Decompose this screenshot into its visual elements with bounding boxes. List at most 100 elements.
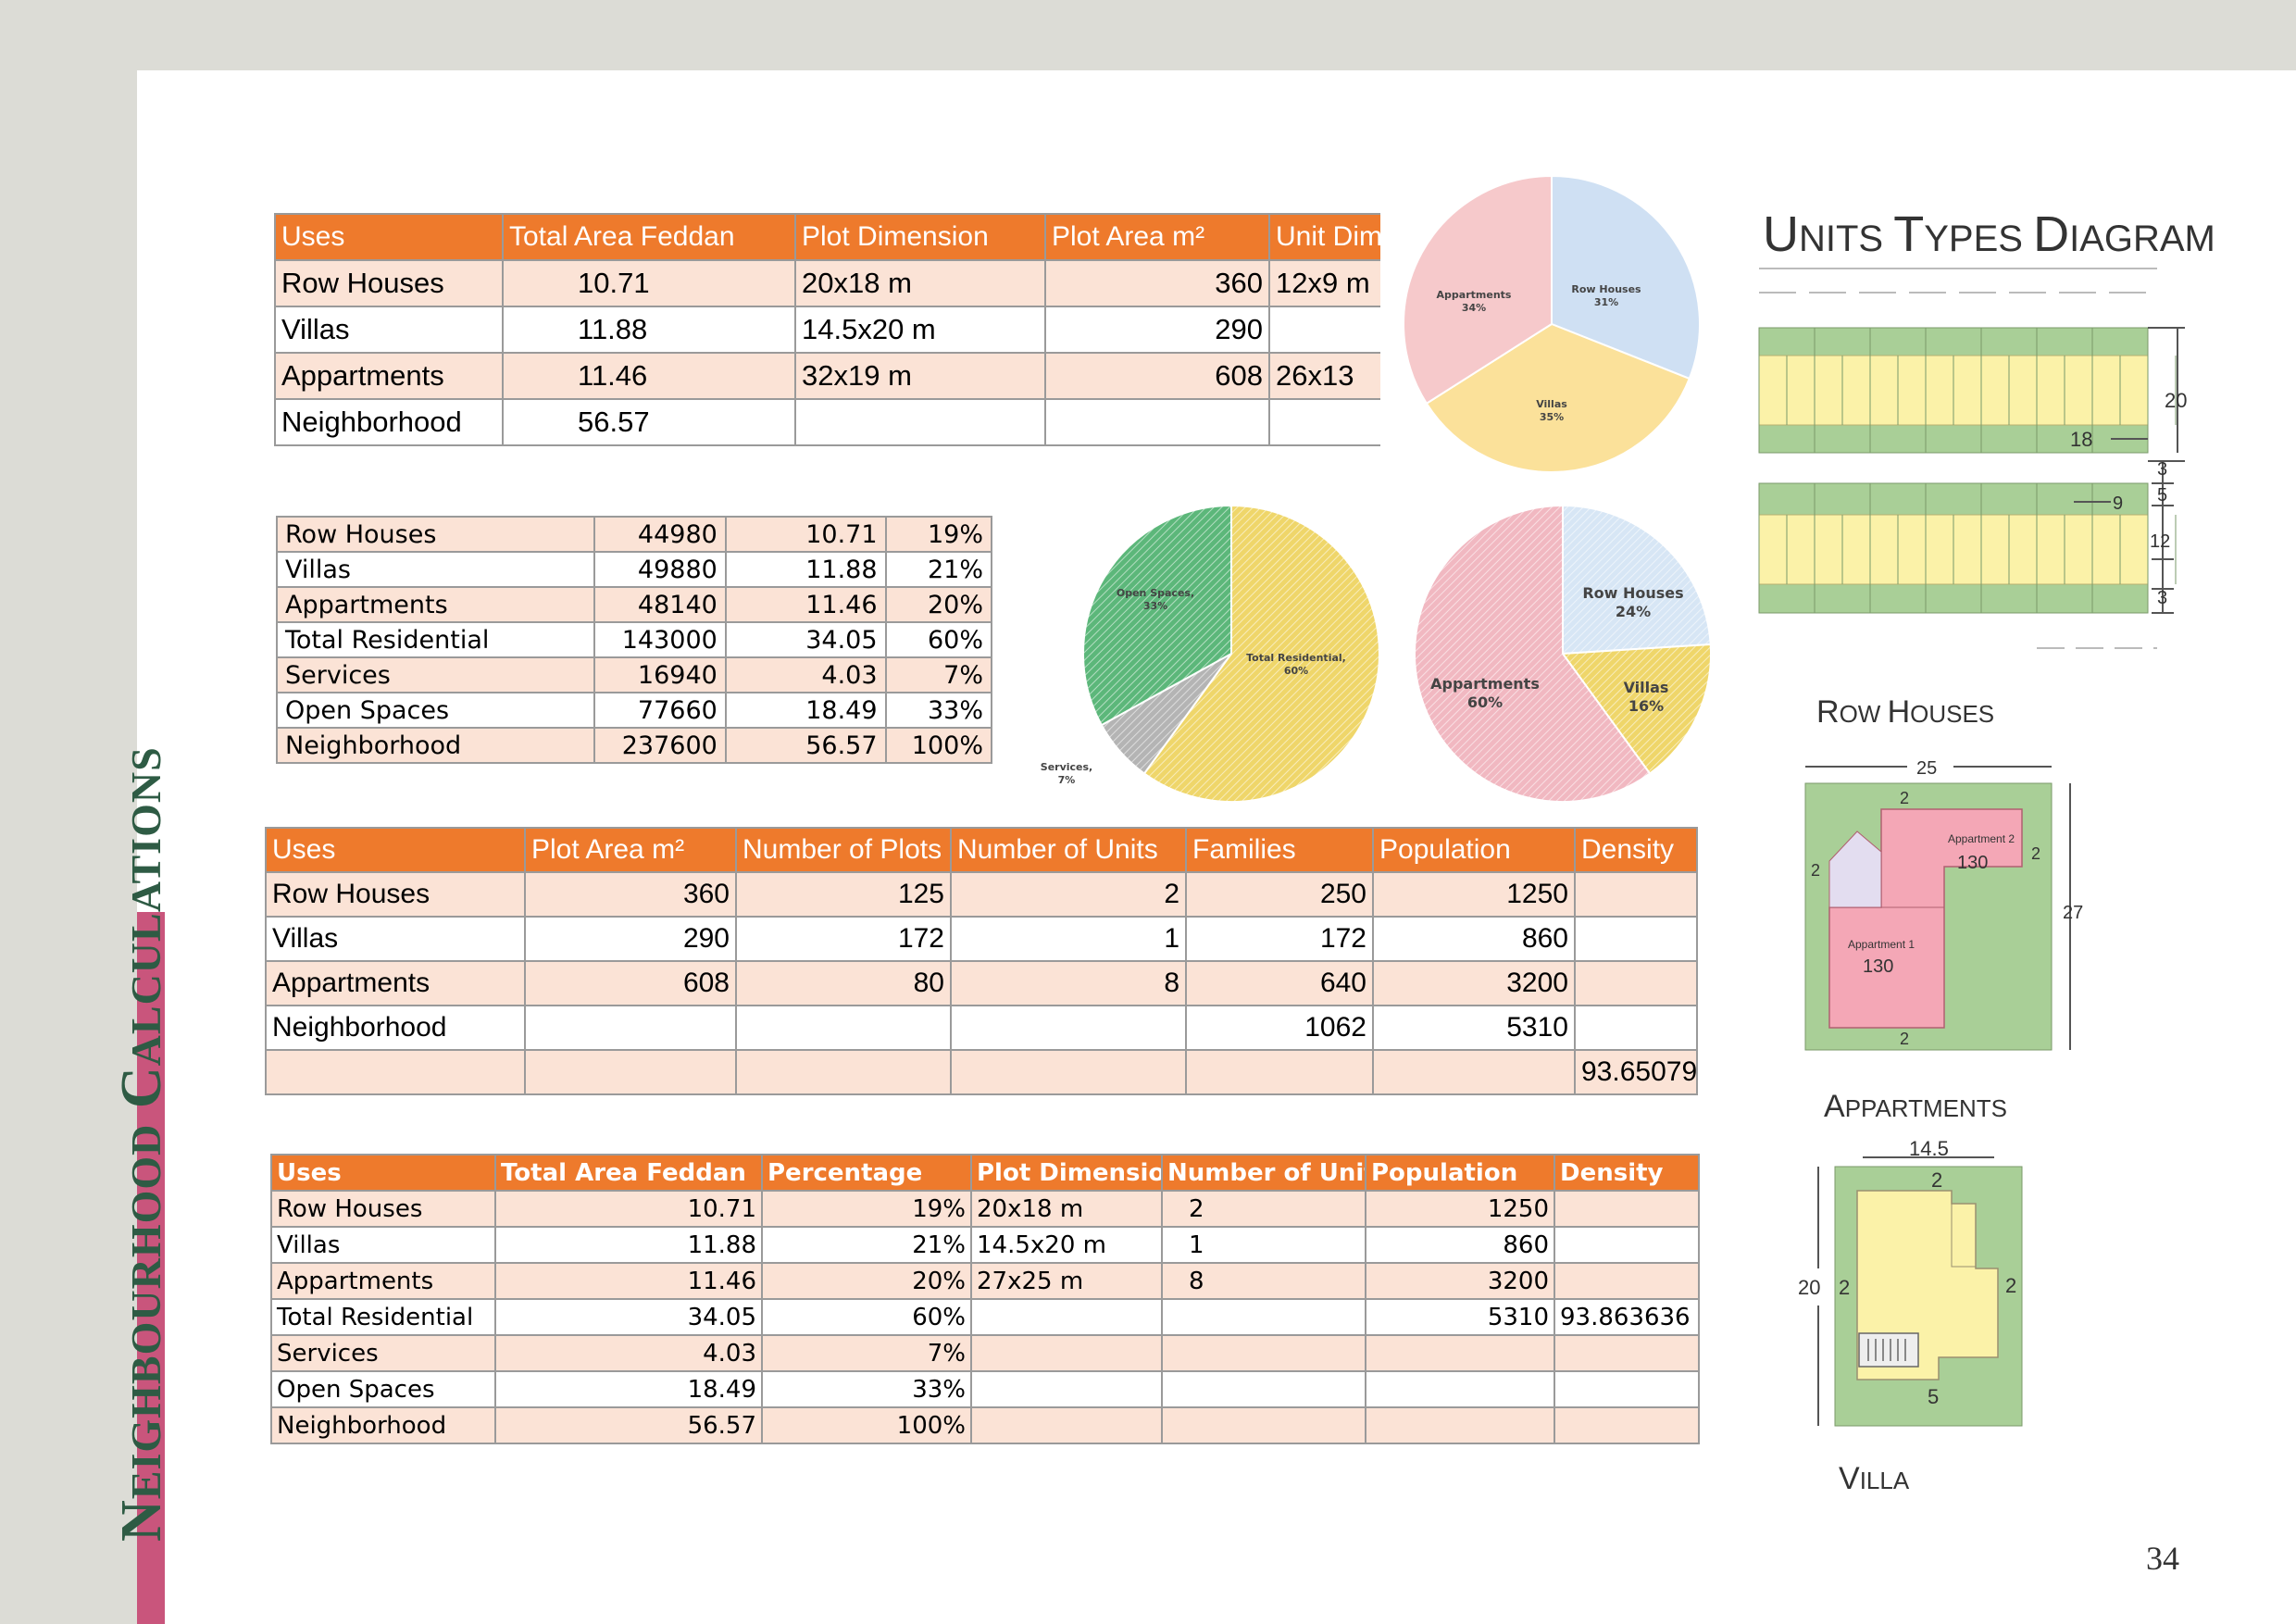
appartments-plan: 25 2 2 2 27 2 Appartment 2 130 Appartmen… (1804, 758, 2083, 1051)
table-row: Open Spaces 77660 18.49 33% (275, 692, 993, 729)
table-cell: 4.03 (494, 1334, 763, 1372)
table-row: Neighborhood 237600 56.57 100% (275, 727, 993, 764)
header-cell: Plot Dimension (970, 1154, 1163, 1192)
table-cell: Total Residential (270, 1298, 496, 1336)
table-cell: 10.71 (724, 516, 887, 553)
table-cell (1161, 1298, 1366, 1336)
table-cell: 18.49 (494, 1370, 763, 1408)
pie-chart-1: Row Houses 31% Villas 35% Appartments 34% (1403, 174, 1701, 473)
table-cell (794, 398, 1046, 446)
table-row: Open Spaces 18.49 33% (270, 1370, 1700, 1408)
table-cell: Neighborhood (265, 1005, 526, 1051)
table-header-row: Uses Total Area Feddan Plot Dimension Pl… (274, 213, 1380, 261)
row-houses-bottom-grid (1758, 483, 2177, 613)
table-cell: 19% (884, 516, 993, 553)
table-cell (1574, 916, 1698, 962)
header-cell: Number of Plots (735, 827, 952, 873)
summary-table: Uses Total Area Feddan Percentage Plot D… (270, 1154, 1700, 1444)
table-cell (1554, 1370, 1700, 1408)
table-row: Row Houses 10.71 19% 20x18 m 2 1250 (270, 1190, 1700, 1228)
table-cell (1554, 1226, 1700, 1264)
table-cell: 1 (950, 916, 1187, 962)
table-cell (970, 1406, 1163, 1444)
table-cell: Appartments (275, 586, 596, 623)
pie-slice-hatch (1101, 654, 1231, 774)
table-cell: 100% (884, 727, 993, 764)
table-header-row: Uses Plot Area m² Number of Plots Number… (265, 827, 1698, 873)
table-cell: 10.71 (502, 259, 796, 307)
table-cell (1185, 1049, 1374, 1095)
dimension-label: 25 (1916, 758, 1937, 779)
unit-label: Appartment 2 (1948, 832, 2015, 845)
table-cell: 11.46 (724, 586, 887, 623)
table-cell: 33% (884, 692, 993, 729)
table-cell: 34.05 (494, 1298, 763, 1336)
table-cell: 20% (761, 1262, 972, 1300)
table-row: Appartments 11.46 20% 27x25 m 8 3200 (270, 1262, 1700, 1300)
table-cell (1161, 1334, 1366, 1372)
table-cell (265, 1049, 526, 1095)
pie-slice-label: Appartments 60% (1430, 675, 1540, 711)
dimension-label: 3 (2157, 588, 2167, 608)
table-cell (1044, 398, 1270, 446)
table-cell (1365, 1406, 1555, 1444)
dimension-label: 5 (2157, 485, 2167, 506)
accent-bar (137, 912, 165, 1624)
table-cell: Row Houses (270, 1190, 496, 1228)
table-cell: 11.46 (502, 352, 796, 400)
dimension-label: 2 (1839, 1276, 1850, 1299)
header-cell: Population (1365, 1154, 1555, 1192)
header-cell: Percentage (761, 1154, 972, 1192)
table-cell: 2 (950, 871, 1187, 918)
dimension-label: 9 (2113, 493, 2123, 514)
table-cell: Villas (265, 916, 526, 962)
pie-chart-2: Total Residential, 60% Services, 7% Open Spa… (1041, 504, 1380, 803)
table-cell: 56.57 (502, 398, 796, 446)
dimension-label: 3 (2157, 459, 2167, 480)
table-cell (1574, 871, 1698, 918)
land-use-table: Row Houses 44980 10.71 19% Villas 49880 11.88… (275, 516, 993, 764)
pie-slice-hatch (1143, 506, 1379, 802)
table-cell: Villas (275, 551, 596, 588)
dimension-label: 2 (1931, 1168, 1942, 1192)
table-cell: 5310 (1372, 1005, 1576, 1051)
row-houses-top-grid (1758, 328, 2177, 453)
table-cell (1365, 1334, 1555, 1372)
table-cell: 60% (884, 621, 993, 658)
table-cell: 7% (884, 656, 993, 693)
population-table: Uses Plot Area m² Number of Plots Number… (265, 827, 1698, 1095)
table-cell: 608 (524, 960, 737, 1006)
table-cell: Row Houses (275, 516, 596, 553)
title-rule-lines (1759, 268, 2157, 649)
unit-area: 130 (1957, 853, 1988, 873)
table-cell (735, 1005, 952, 1051)
table-cell (970, 1370, 1163, 1408)
table-cell: 48140 (593, 586, 727, 623)
dimension-label: 2 (2005, 1274, 2016, 1297)
table-cell: Open Spaces (275, 692, 596, 729)
table-cell: 18.49 (724, 692, 887, 729)
header-cell: Uses (274, 213, 504, 261)
table-cell: 19% (761, 1190, 972, 1228)
table-cell: 290 (1044, 306, 1270, 354)
table-cell: Services (275, 656, 596, 693)
row-houses-plan: 20 18 9 3 5 12 3 (1758, 327, 2187, 614)
table-cell (524, 1049, 737, 1095)
unit-label: Appartment 1 (1848, 938, 1915, 951)
header-cell: Total Area Feddan (502, 213, 796, 261)
pie-slice-label: Row Houses 24% (1582, 584, 1683, 620)
pie-chart-3: Row Houses 24% Villas 16% Appartments 60% (1414, 504, 1712, 803)
table-cell: Villas (274, 306, 504, 354)
diagram-title: UNITS TYPES DIAGRAM (1763, 206, 2215, 262)
header-cell: Unit Dim (1268, 213, 1380, 261)
table-cell (1574, 1005, 1698, 1051)
table-cell: 11.88 (724, 551, 887, 588)
table-cell: 4.03 (724, 656, 887, 693)
header-cell: Number of Units (1161, 1154, 1366, 1192)
table-cell: 5310 (1365, 1298, 1555, 1336)
table-row: Services 16940 4.03 7% (275, 656, 993, 693)
table-cell (524, 1005, 737, 1051)
table-cell (1365, 1370, 1555, 1408)
